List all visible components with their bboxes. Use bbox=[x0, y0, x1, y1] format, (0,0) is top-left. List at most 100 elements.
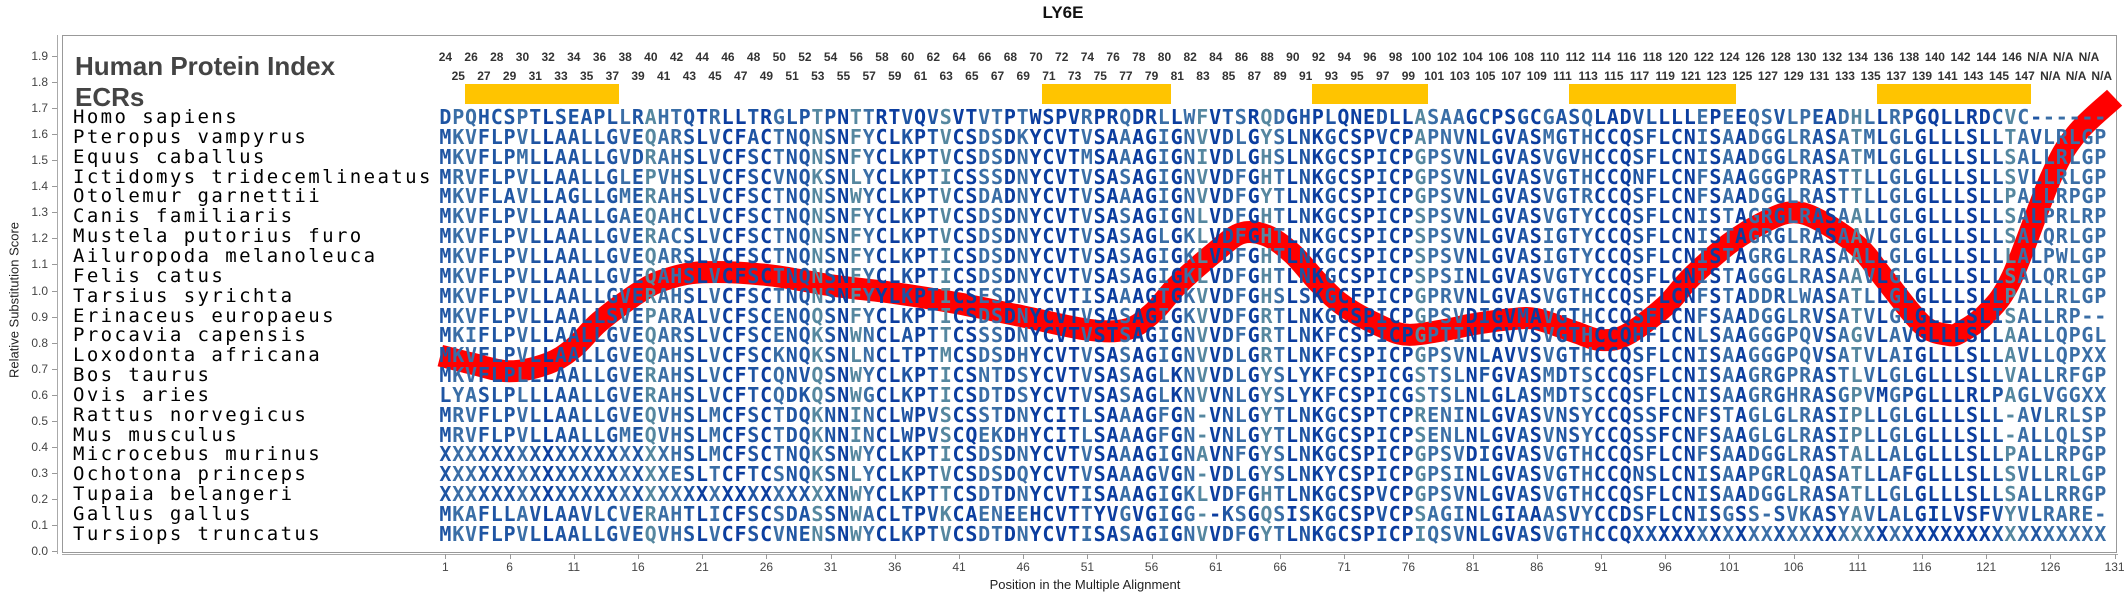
residue: C bbox=[721, 224, 734, 249]
residue: S bbox=[1965, 442, 1978, 467]
residue: P bbox=[2094, 462, 2107, 487]
residue: V bbox=[1542, 283, 1555, 308]
residue: S bbox=[824, 164, 837, 189]
residue: D bbox=[439, 105, 452, 129]
residue: V bbox=[516, 402, 529, 427]
residue: V bbox=[1080, 442, 1093, 467]
residue: G bbox=[1773, 144, 1786, 169]
residue: L bbox=[2042, 303, 2055, 328]
residue: X bbox=[465, 442, 478, 467]
residue: L bbox=[1953, 184, 1966, 209]
residue: T bbox=[1067, 224, 1081, 249]
residue: Q bbox=[798, 343, 811, 368]
residue: A bbox=[554, 124, 567, 149]
residue: D bbox=[1747, 184, 1760, 209]
index-number: 126 bbox=[1745, 50, 1766, 64]
index-number: 134 bbox=[1847, 50, 1868, 64]
residue: V bbox=[1375, 502, 1388, 526]
residue: R bbox=[644, 224, 657, 249]
residue: I bbox=[1375, 442, 1388, 467]
residue: T bbox=[991, 402, 1004, 427]
residue: G bbox=[1555, 283, 1568, 308]
index-number: 26 bbox=[464, 50, 478, 64]
sequence-row: MKVFLPVLLAALLGVEQVHSLVCFSCVNENSNWYCLKPTV… bbox=[439, 523, 2107, 545]
residue: S bbox=[2004, 482, 2017, 507]
residue: E bbox=[1363, 105, 1376, 129]
residue: L bbox=[1658, 382, 1671, 407]
residue: G bbox=[1888, 482, 1902, 507]
residue: L bbox=[1658, 224, 1671, 249]
residue: A bbox=[554, 343, 567, 368]
residue: S bbox=[1093, 521, 1106, 546]
residue: P bbox=[914, 521, 927, 546]
residue: L bbox=[1927, 124, 1940, 149]
residue: L bbox=[2042, 144, 2055, 169]
residue: P bbox=[503, 521, 516, 546]
residue: A bbox=[1837, 343, 1850, 368]
residue: D bbox=[978, 303, 991, 328]
residue: E bbox=[631, 502, 644, 526]
residue: P bbox=[593, 105, 606, 129]
residue: P bbox=[2068, 442, 2081, 467]
residue: S bbox=[1414, 422, 1427, 447]
residue: V bbox=[516, 164, 529, 189]
x-tick-mark bbox=[959, 554, 960, 559]
residue: L bbox=[1760, 422, 1773, 447]
residue: L bbox=[529, 124, 542, 149]
residue: A bbox=[1119, 402, 1132, 427]
residue: N bbox=[1016, 263, 1029, 288]
residue: V bbox=[1196, 382, 1209, 407]
residue: L bbox=[1901, 224, 1914, 249]
residue: S bbox=[1350, 164, 1363, 189]
residue: M bbox=[439, 124, 452, 149]
index-number: 130 bbox=[1796, 50, 1817, 64]
residue: Q bbox=[772, 382, 785, 407]
residue: A bbox=[1132, 462, 1145, 487]
residue: P bbox=[503, 124, 516, 149]
residue: Y bbox=[1093, 502, 1106, 526]
residue: G bbox=[862, 382, 875, 407]
residue: F bbox=[734, 343, 747, 368]
index-number: 80 bbox=[1157, 50, 1172, 64]
residue: M bbox=[439, 502, 452, 526]
residue: T bbox=[1427, 382, 1440, 407]
residue: L bbox=[1478, 402, 1491, 427]
residue: V bbox=[1542, 402, 1555, 427]
residue: X bbox=[1645, 521, 1658, 546]
residue: C bbox=[1593, 283, 1606, 308]
residue: G bbox=[1888, 224, 1902, 249]
residue: P bbox=[1427, 283, 1440, 308]
residue: L bbox=[1953, 124, 1966, 149]
residue: A bbox=[1132, 243, 1145, 268]
residue: A bbox=[516, 502, 529, 526]
residue: F bbox=[1645, 323, 1658, 348]
residue: L bbox=[695, 343, 708, 368]
residue: T bbox=[1850, 124, 1863, 149]
residue: D bbox=[1003, 204, 1016, 229]
residue: H bbox=[670, 343, 683, 368]
residue: V bbox=[1812, 303, 1825, 328]
residue: S bbox=[824, 184, 837, 209]
residue: Q bbox=[2055, 422, 2068, 447]
residue: D bbox=[1221, 243, 1234, 268]
residue: N bbox=[862, 323, 875, 348]
residue: S bbox=[824, 442, 837, 467]
residue: L bbox=[888, 363, 901, 388]
ecr-label: ECRs bbox=[75, 82, 145, 112]
residue: X bbox=[2030, 521, 2043, 546]
residue: N bbox=[785, 363, 798, 388]
y-tick-label: 0.9 bbox=[31, 309, 48, 324]
residue: V bbox=[618, 502, 632, 526]
residue: C bbox=[1670, 462, 1683, 487]
residue: K bbox=[901, 482, 914, 507]
x-tick-mark bbox=[1536, 554, 1538, 559]
residue: S bbox=[1632, 382, 1645, 407]
residue: C bbox=[875, 462, 888, 487]
residue: D bbox=[1221, 303, 1234, 328]
residue: L bbox=[593, 184, 606, 209]
index-number: 38 bbox=[618, 50, 632, 64]
residue: X bbox=[580, 442, 593, 467]
residue: V bbox=[516, 243, 529, 268]
residue: Q bbox=[1427, 521, 1440, 546]
residue: X bbox=[529, 442, 542, 467]
